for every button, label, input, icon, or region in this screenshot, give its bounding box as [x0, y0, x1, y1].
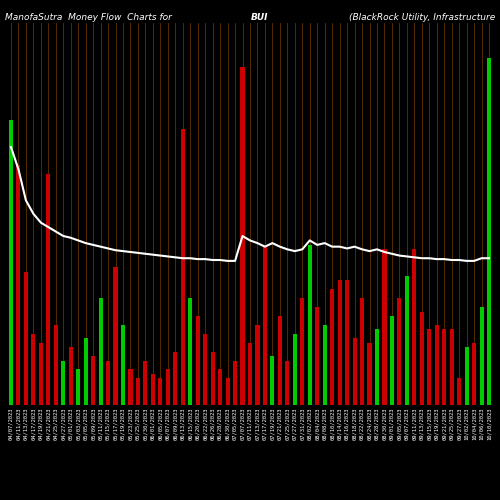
Bar — [360, 298, 364, 405]
Bar — [375, 330, 379, 405]
Bar — [315, 307, 320, 405]
Bar — [472, 342, 476, 405]
Bar — [98, 298, 102, 405]
Bar — [106, 360, 110, 405]
Bar — [121, 325, 125, 405]
Bar — [24, 272, 28, 405]
Bar — [457, 378, 461, 405]
Bar — [84, 338, 87, 405]
Bar — [248, 342, 252, 405]
Bar — [286, 360, 290, 405]
Bar — [61, 360, 66, 405]
Bar — [278, 316, 282, 405]
Bar — [382, 250, 386, 405]
Bar — [136, 378, 140, 405]
Bar — [420, 312, 424, 405]
Bar — [330, 290, 334, 405]
Bar — [210, 352, 214, 405]
Bar — [263, 245, 267, 405]
Bar — [114, 267, 117, 405]
Bar — [412, 250, 416, 405]
Bar — [128, 370, 132, 405]
Bar — [293, 334, 297, 405]
Bar — [46, 174, 50, 405]
Bar — [300, 298, 304, 405]
Bar — [233, 360, 237, 405]
Bar — [76, 370, 80, 405]
Bar — [203, 334, 207, 405]
Bar — [16, 165, 20, 405]
Bar — [338, 280, 342, 405]
Bar — [144, 360, 148, 405]
Bar — [352, 338, 356, 405]
Bar — [256, 325, 260, 405]
Bar — [174, 352, 178, 405]
Bar — [442, 330, 446, 405]
Bar — [91, 356, 95, 405]
Bar — [180, 129, 185, 405]
Bar — [405, 276, 409, 405]
Text: (BlackRock Utility, Infrastructure: (BlackRock Utility, Infrastructure — [349, 12, 495, 22]
Bar — [240, 67, 244, 405]
Bar — [158, 378, 162, 405]
Bar — [270, 356, 274, 405]
Bar — [487, 58, 491, 405]
Bar — [218, 370, 222, 405]
Bar — [322, 325, 326, 405]
Bar — [398, 298, 402, 405]
Bar — [32, 334, 36, 405]
Bar — [196, 316, 200, 405]
Bar — [68, 347, 73, 405]
Text: ManofaSutra  Money Flow  Charts for: ManofaSutra Money Flow Charts for — [5, 12, 172, 22]
Bar — [166, 370, 170, 405]
Bar — [308, 245, 312, 405]
Bar — [151, 374, 155, 405]
Bar — [226, 378, 230, 405]
Bar — [390, 316, 394, 405]
Bar — [464, 347, 468, 405]
Bar — [39, 342, 43, 405]
Bar — [434, 325, 439, 405]
Bar — [368, 342, 372, 405]
Bar — [9, 120, 13, 405]
Bar — [427, 330, 432, 405]
Bar — [450, 330, 454, 405]
Bar — [480, 307, 484, 405]
Bar — [188, 298, 192, 405]
Bar — [345, 280, 349, 405]
Bar — [54, 325, 58, 405]
Text: BUI: BUI — [252, 12, 269, 22]
